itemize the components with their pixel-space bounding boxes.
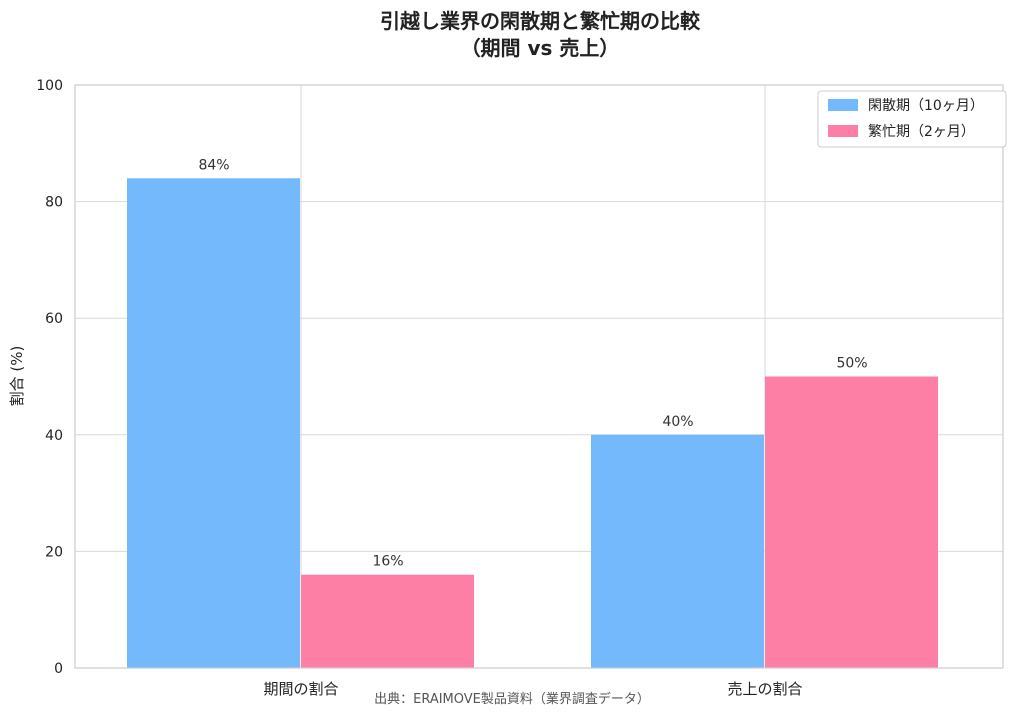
- plot-frame: [74, 84, 1004, 669]
- x-ticks-group: 期間の割合 売上の割合: [263, 680, 802, 698]
- legend-swatch-peak-season: [828, 125, 858, 137]
- chart-title: 引越し業界の閑散期と繁忙期の比較: [380, 9, 701, 33]
- source-note: 出典：ERAIMOVE製品資料（業界調査データ）: [374, 691, 650, 707]
- y-tick-label: 80: [45, 195, 63, 211]
- bar-peak-season: [301, 574, 474, 668]
- y-tick-label: 100: [36, 78, 63, 94]
- chart-subtitle: （期間 vs 売上）: [461, 36, 620, 60]
- legend: 閑散期（10ヶ月） 繁忙期（2ヶ月）: [817, 90, 1007, 148]
- bars-group: [127, 178, 938, 668]
- bar-value-label: 40%: [662, 414, 693, 430]
- bar-peak-season: [765, 376, 938, 668]
- y-tick-label: 0: [54, 661, 63, 677]
- x-tick-label: 売上の割合: [727, 680, 802, 698]
- bar-off-season: [127, 178, 300, 668]
- x-tick-label: 期間の割合: [263, 680, 338, 698]
- bar-value-label: 84%: [198, 157, 229, 173]
- legend-label-peak-season: 繁忙期（2ヶ月）: [868, 124, 975, 140]
- legend-label-off-season: 閑散期（10ヶ月）: [868, 98, 984, 114]
- y-tick-label: 40: [45, 428, 63, 444]
- y-tick-label: 20: [45, 544, 63, 560]
- y-tick-label: 60: [45, 311, 63, 327]
- y-ticks-group: 0 20 40 60 80 100: [36, 78, 63, 677]
- bar-value-label: 16%: [372, 554, 403, 570]
- y-axis-label: 割合 (%): [8, 346, 26, 407]
- legend-box: [817, 90, 1007, 148]
- data-labels-group: 84% 16% 40% 50%: [198, 157, 867, 569]
- legend-swatch-off-season: [828, 99, 858, 111]
- bar-off-season: [591, 434, 764, 668]
- bar-value-label: 50%: [836, 356, 867, 372]
